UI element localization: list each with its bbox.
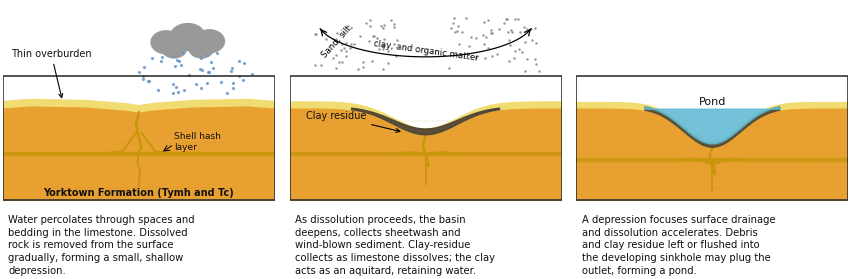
- Polygon shape: [644, 107, 779, 147]
- Text: A depression focuses surface drainage
and dissolution accelerates. Debris
and cl: A depression focuses surface drainage an…: [581, 215, 775, 276]
- Polygon shape: [576, 158, 847, 161]
- Text: Yorktown Formation (Tymh and Tc): Yorktown Formation (Tymh and Tc): [44, 188, 234, 198]
- Polygon shape: [289, 102, 561, 135]
- Text: Water percolates through spaces and
bedding in the limestone. Dissolved
rock is : Water percolates through spaces and bedd…: [9, 215, 194, 276]
- Polygon shape: [3, 106, 275, 200]
- Text: Clay residue: Clay residue: [305, 111, 399, 132]
- Polygon shape: [289, 108, 561, 200]
- Text: Sand, silt,: Sand, silt,: [319, 23, 354, 60]
- Circle shape: [170, 23, 206, 50]
- Text: Pond: Pond: [698, 97, 725, 107]
- Circle shape: [194, 30, 224, 53]
- Polygon shape: [289, 152, 561, 155]
- Circle shape: [151, 31, 181, 54]
- Polygon shape: [576, 108, 847, 200]
- Text: Shell hash
layer: Shell hash layer: [174, 133, 221, 152]
- Polygon shape: [3, 152, 275, 155]
- Polygon shape: [576, 103, 847, 147]
- Text: Thin overburden: Thin overburden: [11, 49, 91, 98]
- Circle shape: [162, 39, 186, 58]
- Text: clay, and organic matter: clay, and organic matter: [372, 39, 478, 62]
- Polygon shape: [644, 107, 779, 144]
- Circle shape: [189, 39, 213, 58]
- Polygon shape: [351, 108, 499, 135]
- Text: As dissolution proceeds, the basin
deepens, collects sheetwash and
wind-blown se: As dissolution proceeds, the basin deepe…: [294, 215, 495, 276]
- Polygon shape: [3, 100, 275, 112]
